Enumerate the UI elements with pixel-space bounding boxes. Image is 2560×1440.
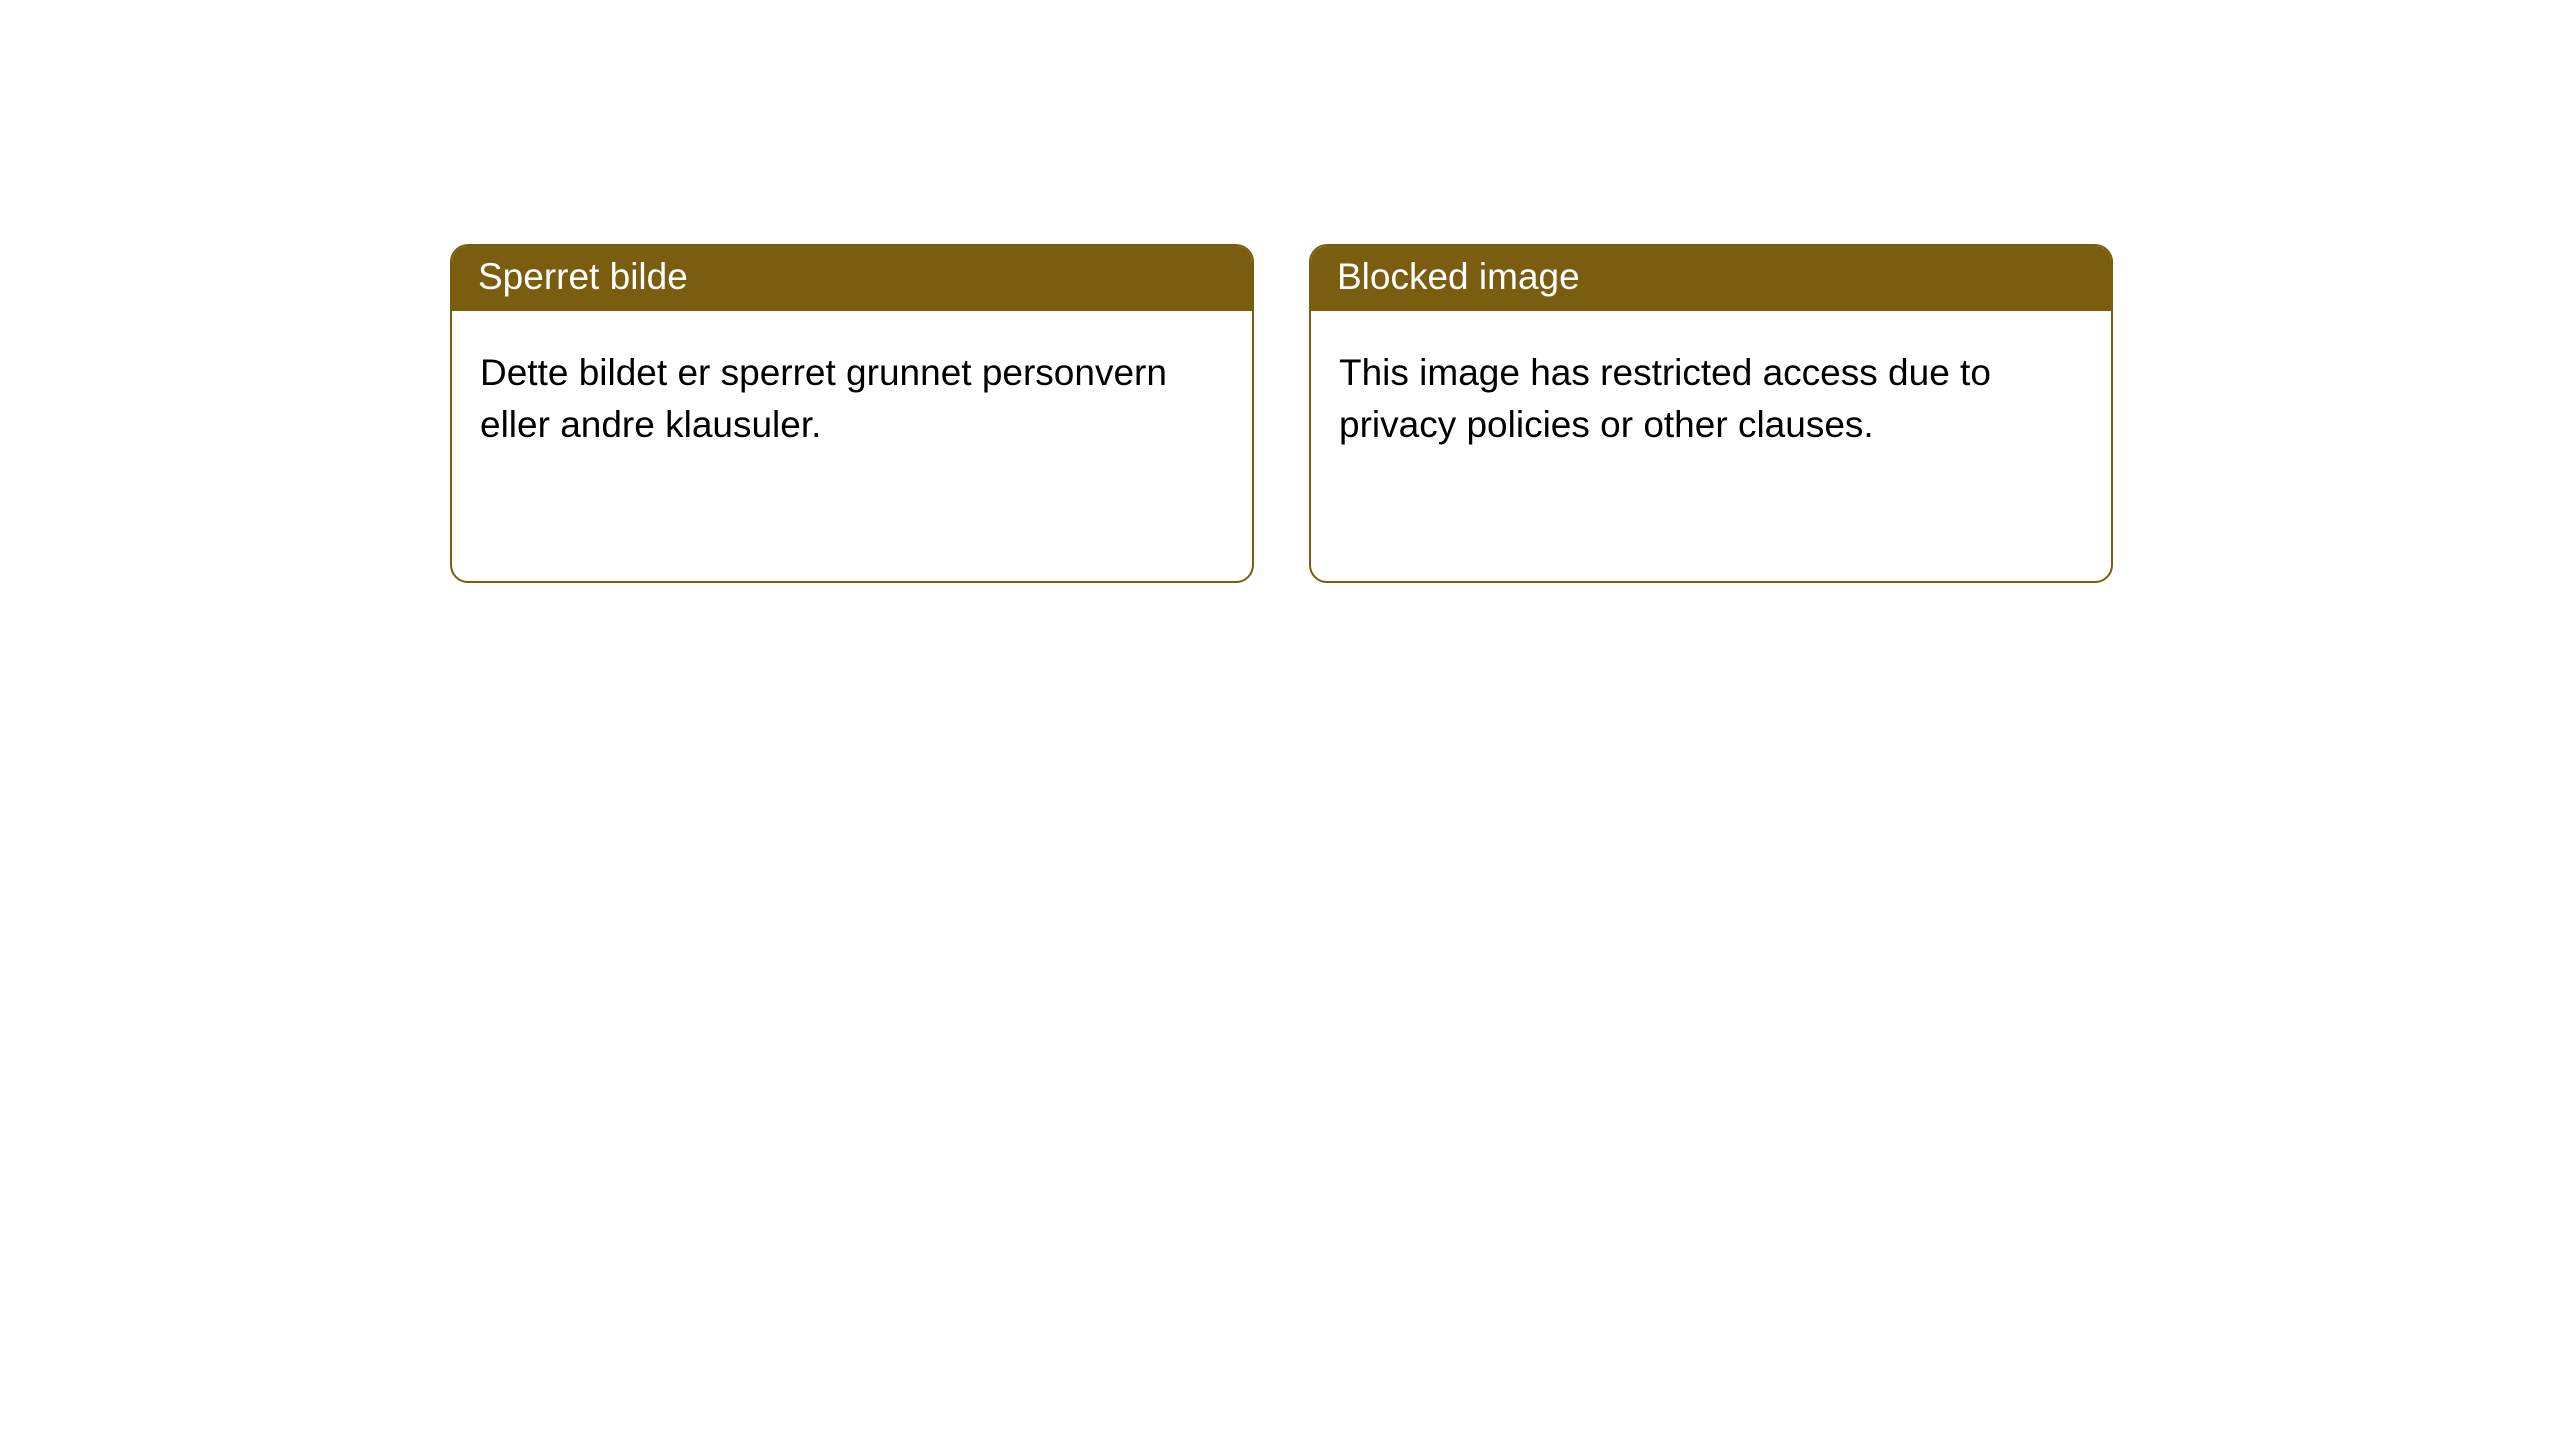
notice-card-title: Sperret bilde bbox=[452, 246, 1252, 311]
notice-card-norwegian: Sperret bilde Dette bildet er sperret gr… bbox=[450, 244, 1254, 583]
notice-card-body: This image has restricted access due to … bbox=[1311, 311, 2111, 581]
notice-card-english: Blocked image This image has restricted … bbox=[1309, 244, 2113, 583]
notice-card-title: Blocked image bbox=[1311, 246, 2111, 311]
notice-cards-row: Sperret bilde Dette bildet er sperret gr… bbox=[450, 244, 2560, 583]
notice-card-body: Dette bildet er sperret grunnet personve… bbox=[452, 311, 1252, 581]
